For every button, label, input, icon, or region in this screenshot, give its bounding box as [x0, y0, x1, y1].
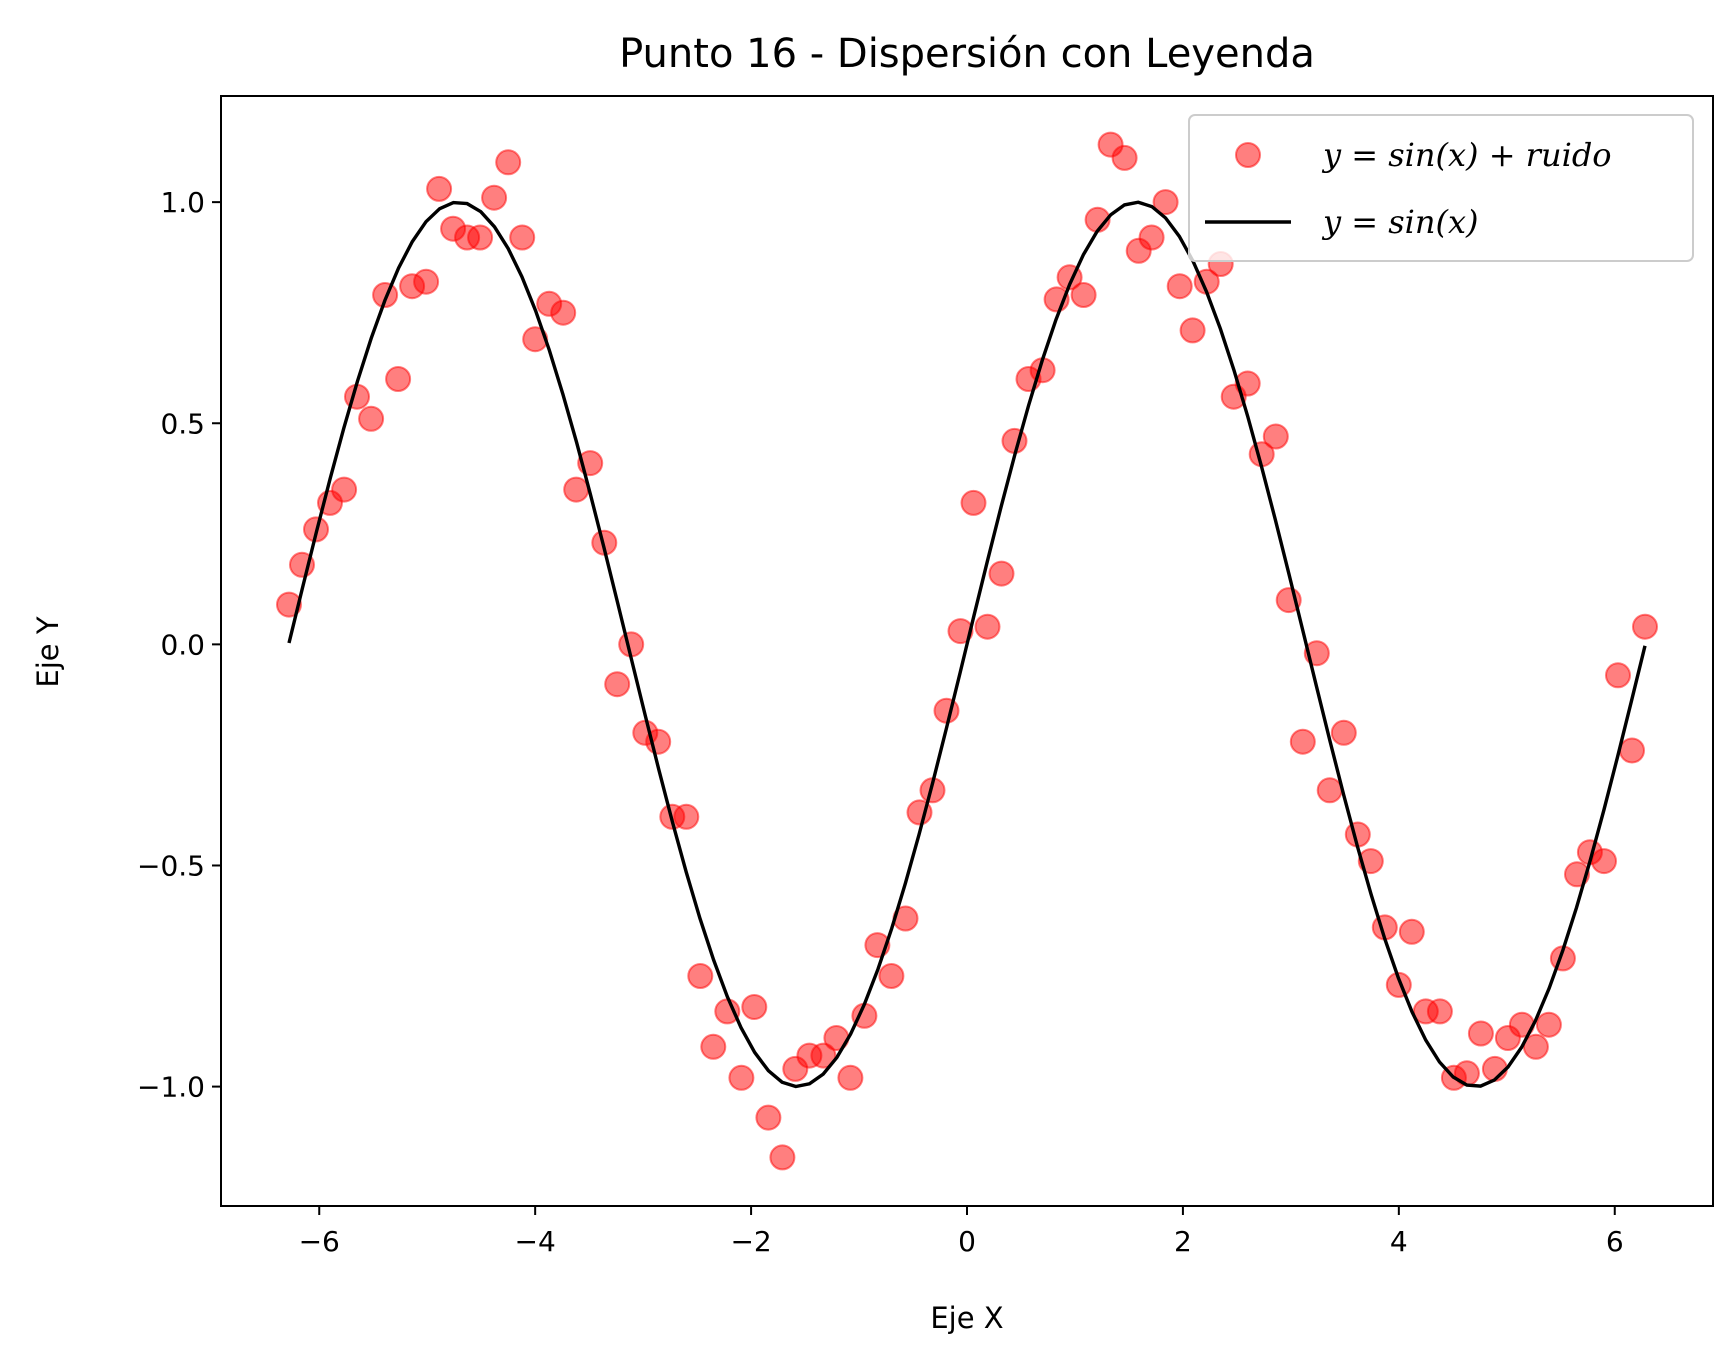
legend-scatter-marker: [1235, 142, 1261, 168]
scatter-point: [276, 591, 302, 618]
scatter-point: [550, 299, 577, 326]
scatter-point: [1632, 613, 1658, 640]
scatter-point: [331, 476, 358, 503]
y-axis: −1.0 −0.5 0.0 0.5 1.0: [137, 186, 221, 1104]
scatter-point: [988, 560, 1015, 587]
scatter-point: [467, 224, 494, 251]
scatter-point: [1535, 1011, 1562, 1038]
scatter-point: [481, 184, 508, 211]
scatter-point: [1070, 282, 1097, 308]
scatter-point: [1426, 998, 1453, 1025]
scatter-point: [769, 1144, 796, 1171]
scatter-point: [495, 149, 522, 176]
scatter-point: [947, 618, 974, 645]
x-axis-label: Eje X: [930, 1301, 1003, 1335]
legend-label-line: y = sin(x): [1321, 203, 1479, 241]
scatter-point: [1179, 317, 1206, 344]
scatter-point: [837, 1064, 864, 1091]
scatter-point: [1522, 1033, 1549, 1060]
scatter-point: [755, 1104, 782, 1131]
y-tick-label: 1.0: [160, 186, 205, 219]
y-axis-label: Eje Y: [31, 616, 65, 687]
scatter-point: [1398, 918, 1425, 945]
legend: y = sin(x) + ruido y = sin(x): [1188, 114, 1694, 262]
scatter-point: [385, 366, 412, 392]
scatter-point: [700, 1033, 727, 1060]
sine-line: [287, 200, 1647, 1089]
scatter-point: [974, 613, 1001, 640]
x-axis: −6 −4 −2 0 2 4 6: [299, 1206, 1624, 1258]
scatter-point: [426, 175, 453, 202]
scatter-point: [1111, 144, 1138, 171]
scatter-point: [1605, 662, 1631, 689]
x-tick-label: −2: [730, 1225, 771, 1258]
scatter-point: [741, 994, 768, 1020]
y-tick-label: 0.0: [160, 628, 205, 661]
plot-area: [220, 95, 1714, 1207]
scatter-point: [509, 224, 536, 251]
scatter-point: [1166, 273, 1193, 300]
scatter-point: [960, 489, 987, 516]
y-tick-label: −0.5: [137, 849, 205, 882]
scatter-point: [1591, 848, 1617, 875]
scatter-point: [728, 1064, 755, 1091]
scatter-point: [673, 803, 700, 830]
scatter-point: [358, 405, 385, 432]
x-tick-label: 4: [1390, 1225, 1408, 1258]
scatter-point: [933, 697, 960, 724]
y-tick-label: −1.0: [137, 1071, 205, 1104]
scatter-point: [1330, 719, 1357, 746]
scatter-point: [1316, 777, 1343, 804]
legend-box: [1188, 114, 1694, 262]
chart-title: Punto 16 - Dispersión con Leyenda: [619, 31, 1315, 77]
x-tick-label: 2: [1174, 1225, 1192, 1258]
scatter-point: [1001, 427, 1028, 454]
scatter-point: [1619, 737, 1645, 764]
scatter-point: [878, 963, 905, 989]
scatter-point: [413, 268, 440, 295]
scatter-point: [604, 671, 631, 698]
x-tick-label: 0: [958, 1225, 976, 1258]
scatter-point: [1234, 370, 1261, 397]
legend-label-scatter: y = sin(x) + ruido: [1321, 136, 1612, 174]
scatter-point: [810, 1042, 837, 1069]
scatter-point: [687, 963, 714, 989]
x-tick-label: 6: [1606, 1225, 1624, 1258]
scatter-point: [1152, 189, 1179, 216]
scatter-point: [1289, 728, 1316, 755]
scatter-point: [1138, 224, 1165, 251]
scatter-point: [1262, 423, 1289, 450]
x-tick-label: −6: [299, 1225, 340, 1258]
scatter-point: [563, 476, 590, 503]
scatter-point: [1467, 1020, 1494, 1047]
x-tick-label: −4: [515, 1225, 556, 1258]
y-tick-label: 0.5: [160, 407, 205, 440]
